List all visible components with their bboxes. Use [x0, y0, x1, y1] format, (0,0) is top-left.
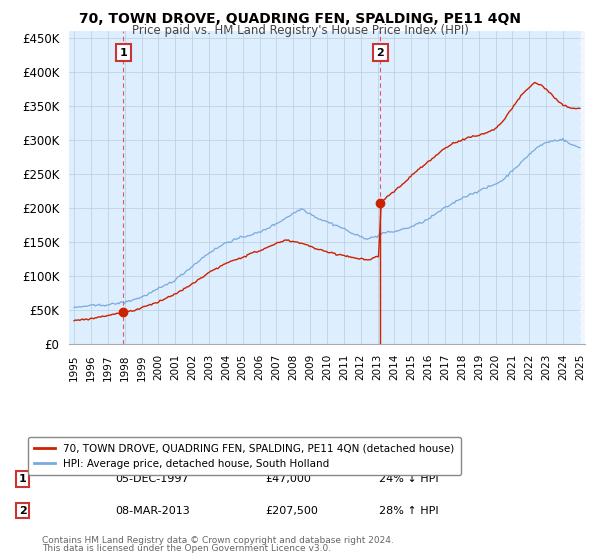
Text: 2: 2 [377, 48, 385, 58]
Text: 05-DEC-1997: 05-DEC-1997 [115, 474, 189, 484]
Legend: 70, TOWN DROVE, QUADRING FEN, SPALDING, PE11 4QN (detached house), HPI: Average : 70, TOWN DROVE, QUADRING FEN, SPALDING, … [28, 437, 461, 475]
Text: 08-MAR-2013: 08-MAR-2013 [115, 506, 190, 516]
Text: 1: 1 [19, 474, 26, 484]
Text: Contains HM Land Registry data © Crown copyright and database right 2024.: Contains HM Land Registry data © Crown c… [42, 536, 394, 545]
Text: 70, TOWN DROVE, QUADRING FEN, SPALDING, PE11 4QN: 70, TOWN DROVE, QUADRING FEN, SPALDING, … [79, 12, 521, 26]
Text: £207,500: £207,500 [265, 506, 318, 516]
Text: Price paid vs. HM Land Registry's House Price Index (HPI): Price paid vs. HM Land Registry's House … [131, 24, 469, 36]
Text: 1: 1 [119, 48, 127, 58]
Text: This data is licensed under the Open Government Licence v3.0.: This data is licensed under the Open Gov… [42, 544, 331, 553]
Text: 24% ↓ HPI: 24% ↓ HPI [379, 474, 438, 484]
Text: £47,000: £47,000 [265, 474, 311, 484]
Text: 2: 2 [19, 506, 26, 516]
Text: 28% ↑ HPI: 28% ↑ HPI [379, 506, 438, 516]
Bar [580, 31, 585, 344]
